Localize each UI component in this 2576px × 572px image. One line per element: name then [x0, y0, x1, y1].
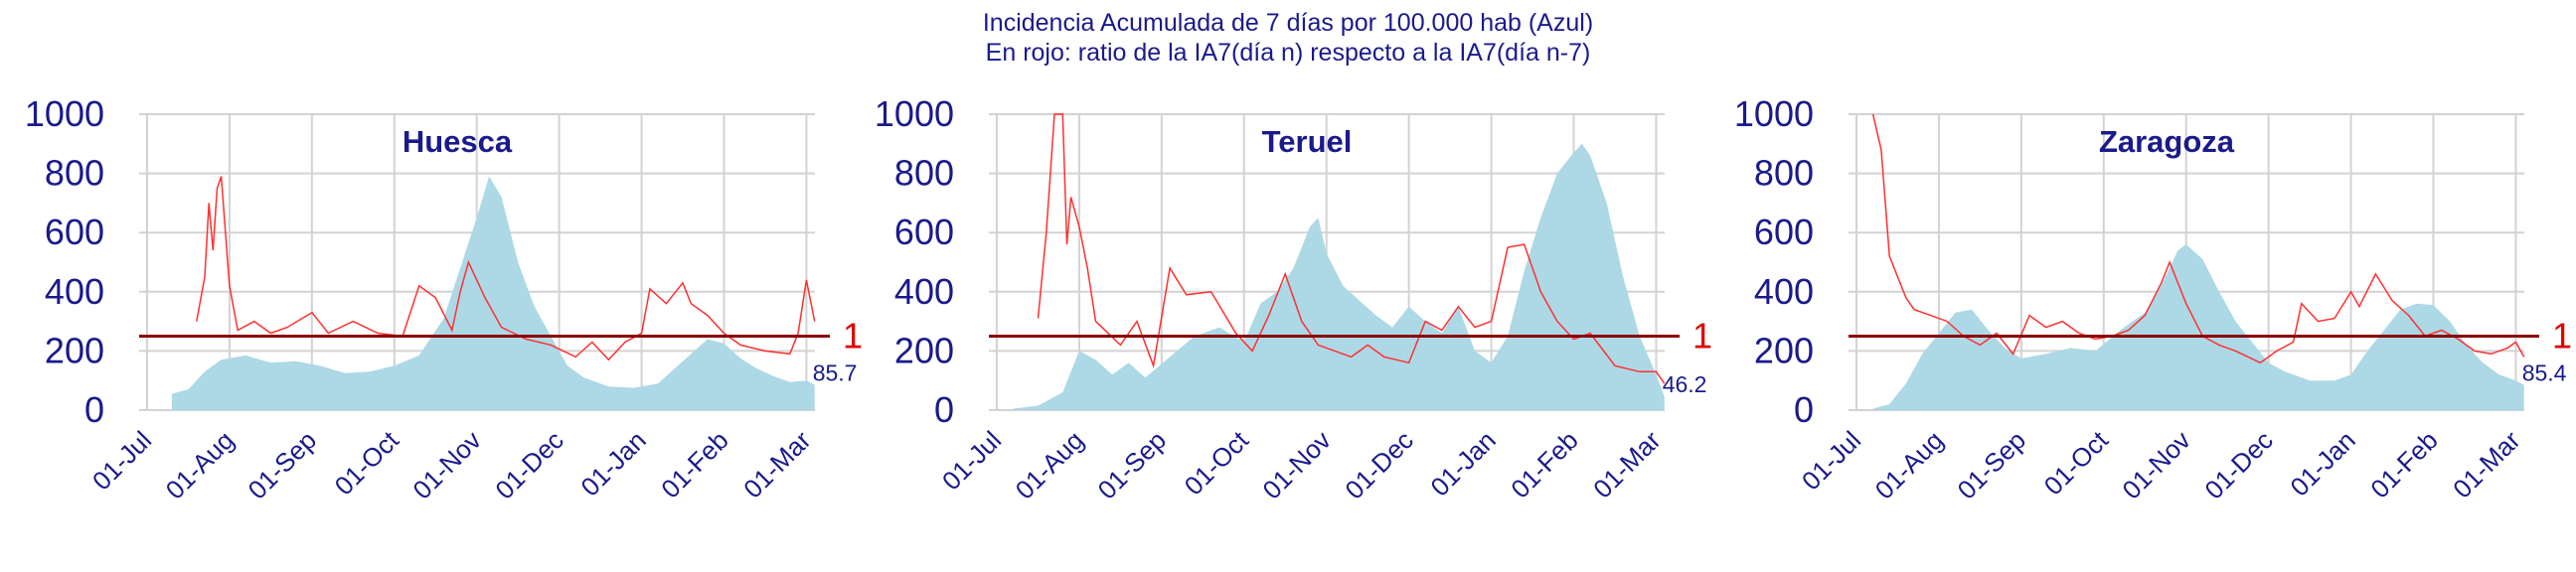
huesca-x-tick: 01-Dec: [489, 425, 568, 504]
teruel-x-tick: 01-Jan: [1424, 425, 1501, 501]
teruel-x-tick: 01-Dec: [1339, 425, 1418, 504]
teruel-x-tick: 01-Aug: [1010, 425, 1089, 504]
zaragoza-x-tick: 01-Sep: [1952, 425, 2031, 504]
zaragoza-y-tick: 200: [1754, 330, 1814, 370]
teruel-reference-label: 1: [1692, 316, 1712, 357]
teruel-x-tick: 01-Sep: [1092, 425, 1172, 504]
teruel-y-tick: 600: [894, 212, 954, 252]
teruel-x-tick: 01-Nov: [1256, 425, 1336, 504]
teruel-x-tick: 01-Oct: [1179, 424, 1255, 500]
zaragoza-y-tick: 1000: [1734, 93, 1814, 134]
teruel-ratio-line: [1037, 113, 1666, 384]
huesca-last-value: 85.7: [813, 359, 858, 385]
zaragoza-x-tick: 01-Nov: [2116, 425, 2195, 504]
zaragoza-x-tick: 01-Dec: [2198, 425, 2278, 504]
teruel-y-tick: 400: [894, 271, 954, 312]
huesca-incidence-area: [171, 176, 815, 410]
chart-title: Incidencia Acumulada de 7 días por 100.0…: [982, 9, 1594, 37]
huesca-reference-label: 1: [843, 316, 863, 357]
huesca-y-tick: 600: [45, 212, 104, 252]
teruel-x-tick: 01-Mar: [1587, 425, 1667, 504]
huesca-x-tick: 01-Oct: [329, 424, 405, 500]
huesca-x-tick: 01-Nov: [406, 425, 486, 504]
huesca-y-tick: 0: [84, 389, 104, 430]
huesca-ratio-line: [196, 176, 816, 361]
zaragoza-x-tick: 01-Oct: [2038, 424, 2115, 500]
huesca-y-tick: 400: [45, 271, 104, 312]
zaragoza-x-tick: 01-Feb: [2364, 425, 2443, 503]
teruel-x-tick: 01-Jul: [936, 425, 1007, 496]
huesca-y-tick: 200: [45, 330, 104, 370]
zaragoza-reference-label: 1: [2552, 316, 2572, 357]
teruel-y-tick: 0: [934, 389, 954, 430]
huesca-y-tick: 1000: [25, 93, 104, 134]
teruel-incidence-area: [1013, 143, 1665, 411]
zaragoza-y-tick: 0: [1794, 389, 1814, 430]
zaragoza-panel-title: Zaragoza: [2099, 124, 2235, 159]
zaragoza-x-tick: 01-Mar: [2447, 425, 2526, 504]
teruel-y-tick: 200: [894, 330, 954, 370]
teruel-panel-title: Teruel: [1262, 124, 1353, 159]
huesca-panel-title: Huesca: [402, 124, 513, 159]
huesca-x-tick: 01-Sep: [242, 425, 322, 504]
huesca-x-tick: 01-Jan: [574, 425, 651, 501]
zaragoza-x-tick: 01-Jan: [2284, 425, 2360, 501]
huesca-x-tick: 01-Feb: [655, 425, 733, 503]
teruel-last-value: 46.2: [1663, 371, 1707, 397]
huesca-x-tick: 01-Jul: [86, 425, 157, 496]
chart-subtitle: En rojo: ratio de la IA7(día n) respecto…: [985, 39, 1591, 67]
teruel-x-tick: 01-Feb: [1505, 425, 1583, 503]
teruel-y-tick: 1000: [875, 93, 954, 134]
huesca-x-tick: 01-Aug: [160, 425, 240, 504]
zaragoza-x-tick: 01-Aug: [1869, 425, 1949, 504]
huesca-y-tick: 800: [45, 153, 104, 194]
zaragoza-last-value: 85.4: [2522, 360, 2567, 386]
teruel-y-tick: 800: [894, 153, 954, 194]
zaragoza-y-tick: 800: [1754, 153, 1814, 194]
zaragoza-ratio-line: [1871, 113, 2525, 364]
zaragoza-y-tick: 600: [1754, 212, 1814, 252]
zaragoza-x-tick: 01-Jul: [1796, 425, 1866, 496]
huesca-x-tick: 01-Mar: [737, 425, 817, 504]
zaragoza-y-tick: 400: [1754, 271, 1814, 312]
